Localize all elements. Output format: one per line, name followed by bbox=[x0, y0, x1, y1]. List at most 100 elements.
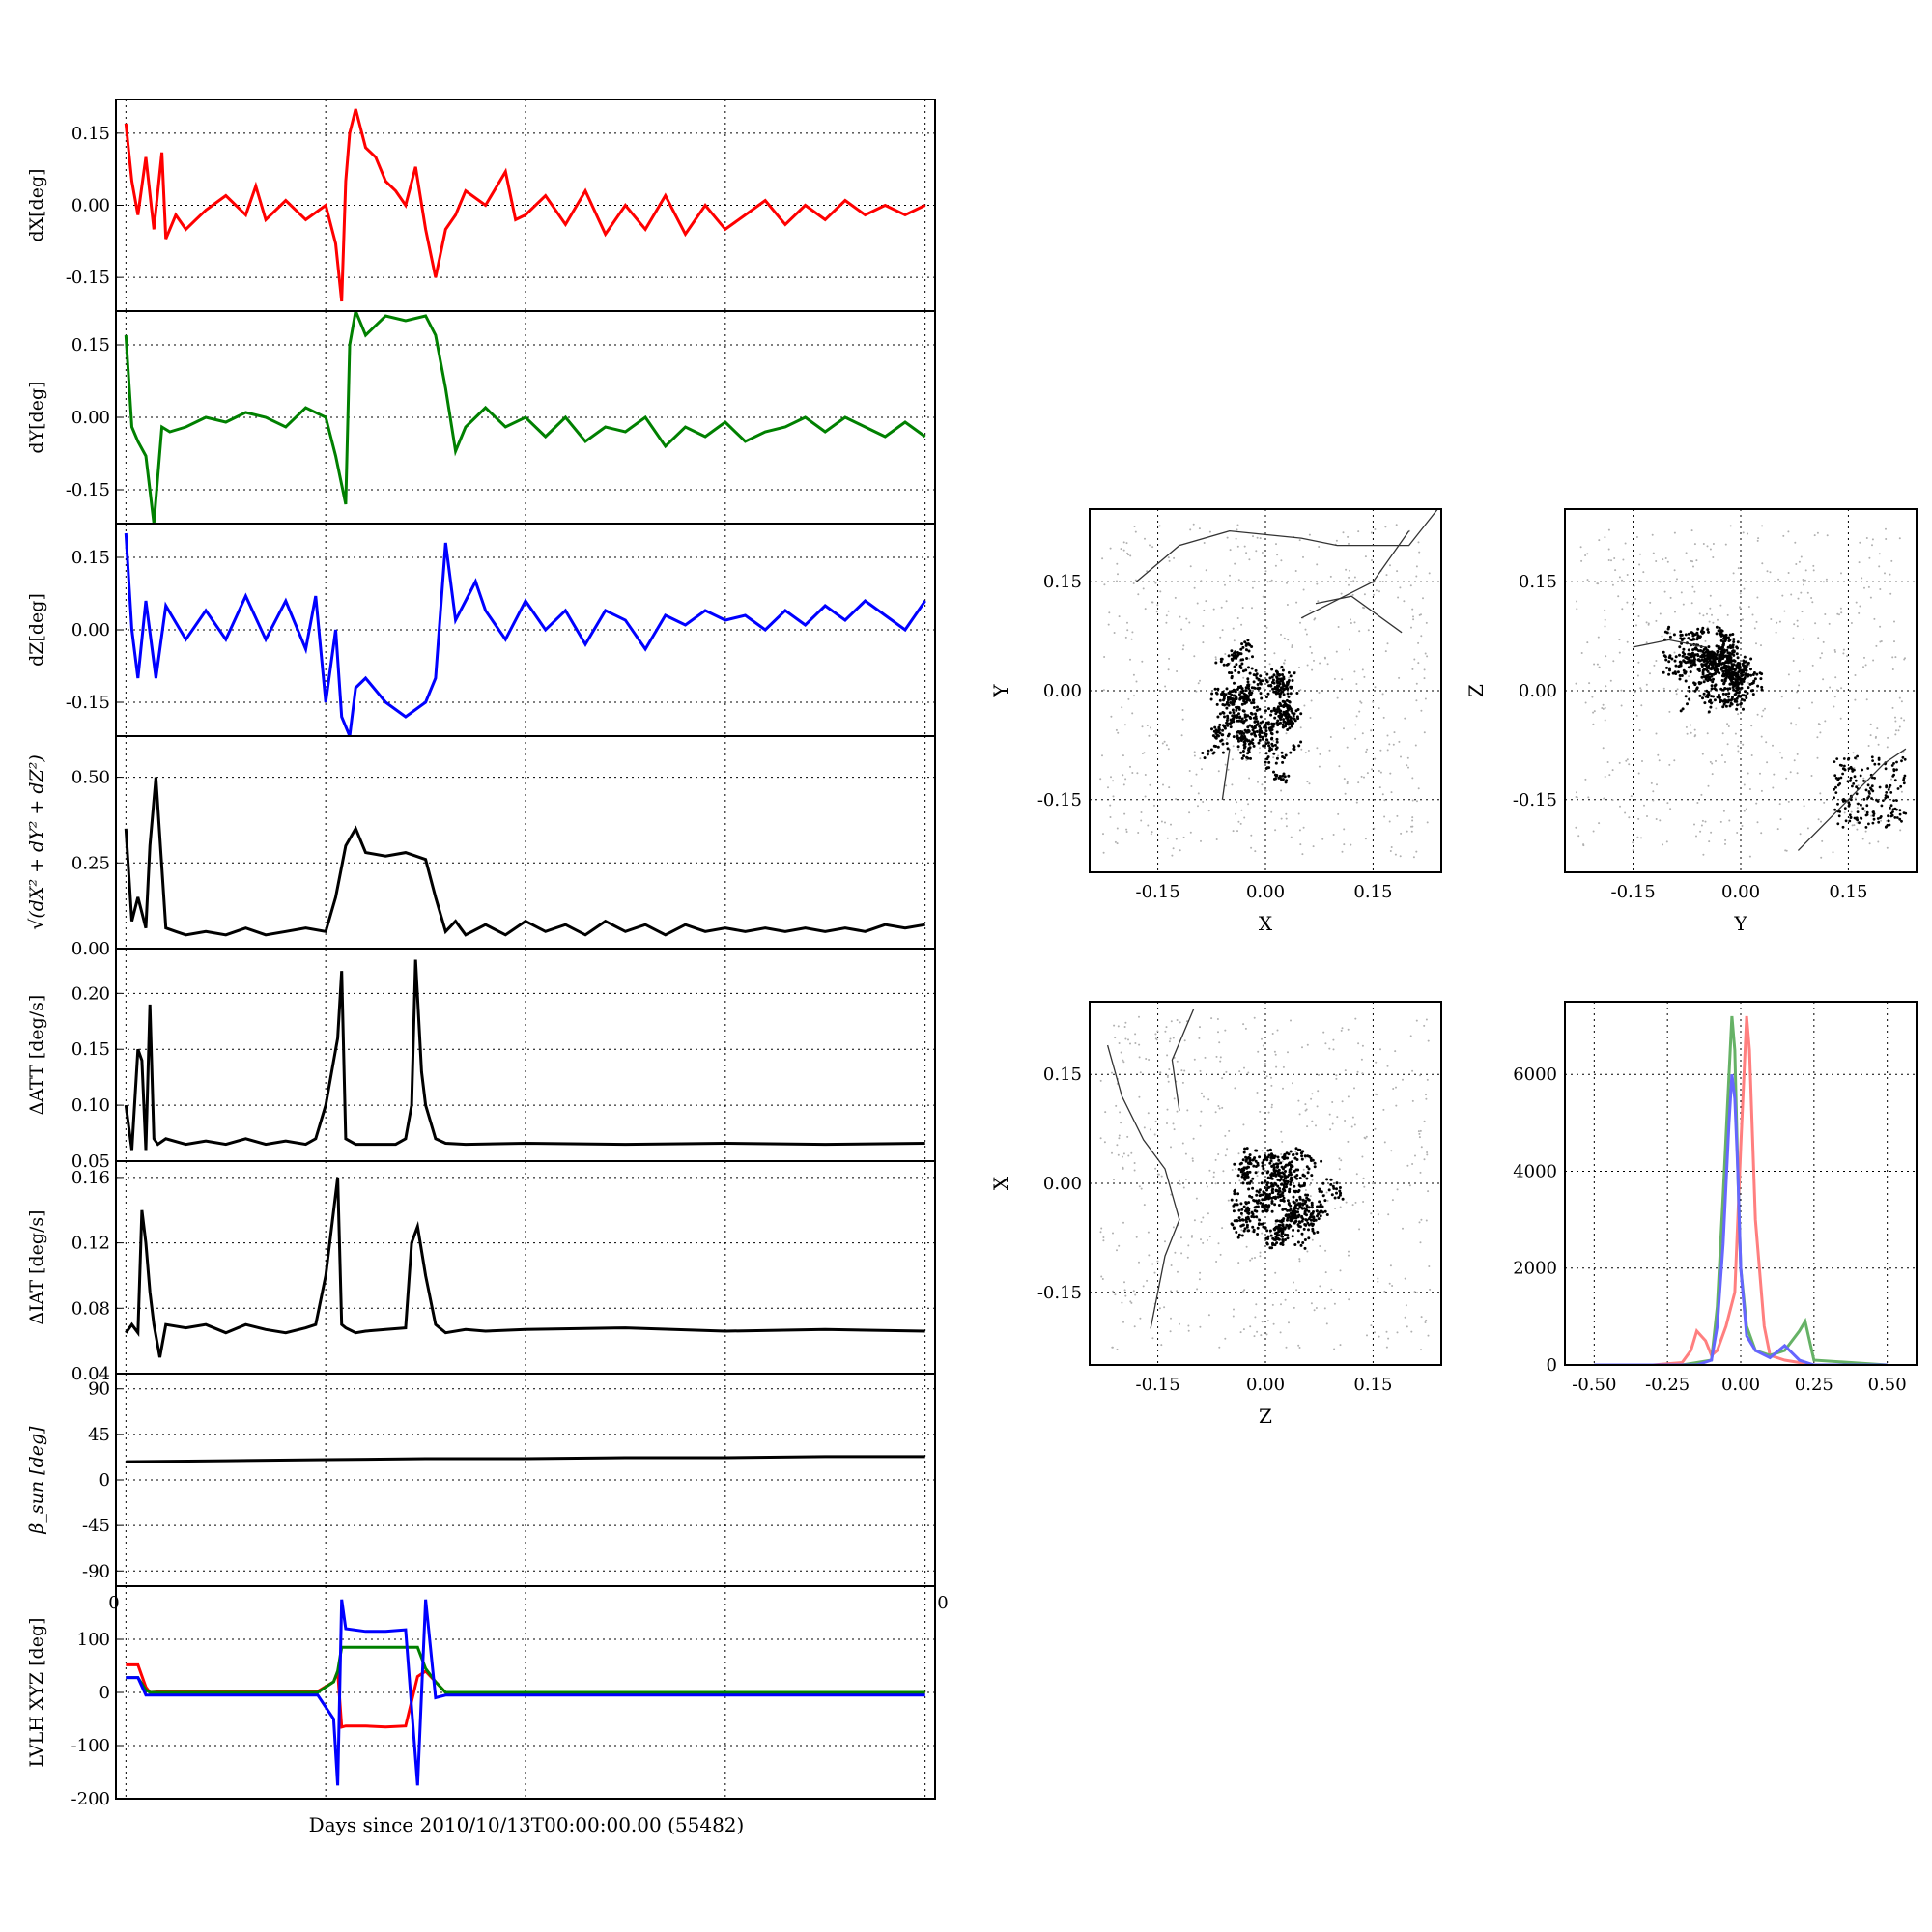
point-gray-scatter_zx-343 bbox=[1203, 1095, 1205, 1098]
point-gray-scatter_zx-348 bbox=[1424, 1321, 1427, 1323]
point-gray-scatter_yz-230 bbox=[1885, 538, 1888, 540]
point-scatter_zx-217 bbox=[1243, 1173, 1247, 1177]
point-gray-scatter_xy-143 bbox=[1205, 600, 1208, 603]
ytick-label-lvlh-0: 100 bbox=[77, 1630, 110, 1650]
point-scatter_zx-577 bbox=[1247, 1155, 1251, 1159]
point-scatter_yz-204 bbox=[1709, 705, 1713, 709]
point-scatter_zx-434 bbox=[1293, 1221, 1296, 1225]
point-gray-scatter_yz-408 bbox=[1802, 579, 1804, 581]
point-gray-scatter_xy-331 bbox=[1274, 564, 1277, 567]
ylabel-scatter_yz: Z bbox=[1464, 684, 1488, 697]
point-gray-scatter_xy-99 bbox=[1254, 850, 1257, 853]
point-gray-scatter_yz-284 bbox=[1878, 553, 1881, 555]
point-gray-scatter_yz-320 bbox=[1811, 701, 1813, 704]
point-scatter_xy-231 bbox=[1232, 694, 1236, 697]
point-gray-scatter_yz-150 bbox=[1626, 574, 1629, 576]
point-gray-scatter_xy-47 bbox=[1115, 728, 1118, 731]
point-gray-scatter_yz-39 bbox=[1858, 561, 1861, 564]
point-gray-scatter_zx-107 bbox=[1221, 1106, 1224, 1109]
point-gray-scatter_xy-249 bbox=[1285, 825, 1288, 828]
point-gray-scatter_zx-495 bbox=[1134, 1293, 1137, 1296]
point-gray-scatter_yz-105 bbox=[1592, 711, 1595, 714]
point-gray-scatter_xy-98 bbox=[1156, 604, 1159, 607]
point-gray-scatter_xy-96 bbox=[1167, 556, 1170, 559]
point-gray-scatter_yz-445 bbox=[1778, 803, 1781, 806]
point2-scatter_yz-1 bbox=[1857, 802, 1860, 806]
point-gray-scatter_yz-225 bbox=[1804, 569, 1807, 572]
point-scatter_zx-337 bbox=[1320, 1159, 1323, 1163]
point-gray-scatter_zx-122 bbox=[1419, 1241, 1422, 1244]
point-gray-scatter_yz-169 bbox=[1782, 534, 1785, 537]
point-scatter_yz-401 bbox=[1677, 665, 1681, 668]
point-scatter_xy-4 bbox=[1226, 724, 1230, 727]
point-gray-scatter_yz-437 bbox=[1579, 546, 1582, 549]
point-gray-scatter_xy-398 bbox=[1129, 554, 1132, 557]
point-scatter_zx-279 bbox=[1280, 1235, 1284, 1238]
point2-scatter_yz-172 bbox=[1904, 811, 1908, 815]
point-gray-scatter_yz-70 bbox=[1783, 610, 1786, 612]
point-gray-scatter_xy-259 bbox=[1245, 552, 1248, 554]
point-gray-scatter_zx-341 bbox=[1298, 1260, 1301, 1263]
point-gray-scatter_yz-475 bbox=[1755, 642, 1757, 645]
point-scatter_zx-692 bbox=[1339, 1191, 1343, 1195]
point-gray-scatter_zx-462 bbox=[1275, 1065, 1278, 1068]
point-scatter_xy-11 bbox=[1228, 711, 1232, 715]
point-scatter_zx-659 bbox=[1321, 1210, 1325, 1214]
point-gray-scatter_yz-17 bbox=[1858, 611, 1861, 614]
point-gray-scatter_zx-474 bbox=[1288, 1321, 1290, 1324]
point-scatter_xy-285 bbox=[1240, 662, 1244, 666]
point-scatter_yz-349 bbox=[1750, 682, 1754, 685]
point-scatter_xy-430 bbox=[1243, 728, 1247, 732]
point-gray-scatter_yz-73 bbox=[1817, 637, 1820, 639]
point-gray-scatter_xy-364 bbox=[1151, 831, 1153, 834]
point-gray-scatter_yz-412 bbox=[1575, 796, 1577, 798]
point-scatter_zx-27 bbox=[1287, 1226, 1291, 1230]
point-gray-scatter_zx-412 bbox=[1186, 1256, 1189, 1259]
point-gray-scatter_zx-148 bbox=[1116, 1348, 1119, 1350]
point-scatter_yz-434 bbox=[1687, 637, 1690, 640]
point-gray-scatter_zx-285 bbox=[1225, 1070, 1228, 1073]
point-gray-scatter_zx-303 bbox=[1259, 1251, 1262, 1254]
point-gray-scatter_zx-334 bbox=[1270, 1076, 1272, 1079]
point-gray-scatter_zx-476 bbox=[1263, 1070, 1265, 1073]
point-gray-scatter_zx-384 bbox=[1143, 1204, 1146, 1207]
point-scatter_yz-448 bbox=[1701, 631, 1704, 635]
point-scatter_zx-46 bbox=[1303, 1246, 1307, 1250]
point-scatter_xy-319 bbox=[1239, 647, 1243, 651]
point-gray-scatter_yz-367 bbox=[1904, 657, 1906, 660]
point-gray-scatter_xy-252 bbox=[1132, 582, 1135, 584]
track-scatter_yz-1 bbox=[1797, 748, 1907, 851]
point-gray-scatter_zx-141 bbox=[1102, 1239, 1105, 1242]
point-gray-scatter_zx-309 bbox=[1265, 1075, 1268, 1078]
point-gray-scatter_zx-114 bbox=[1331, 1101, 1334, 1103]
point-scatter_xy-503 bbox=[1281, 755, 1285, 758]
point-scatter_yz-440 bbox=[1691, 638, 1695, 641]
point2-scatter_yz-92 bbox=[1888, 823, 1891, 827]
point-gray-scatter_zx-491 bbox=[1247, 1071, 1250, 1074]
point-scatter_yz-632 bbox=[1664, 658, 1668, 662]
point-scatter_zx-390 bbox=[1294, 1216, 1298, 1220]
point2-scatter_yz-56 bbox=[1898, 812, 1902, 816]
point-scatter_zx-690 bbox=[1337, 1196, 1341, 1200]
point-gray-scatter_xy-452 bbox=[1414, 744, 1417, 747]
point-gray-scatter_yz-57 bbox=[1816, 736, 1819, 739]
point-scatter_zx-668 bbox=[1319, 1209, 1322, 1213]
point-gray-scatter_zx-167 bbox=[1172, 1037, 1175, 1039]
point-scatter_zx-163 bbox=[1265, 1183, 1269, 1187]
point-scatter_xy-558 bbox=[1288, 706, 1292, 710]
point-scatter_xy-323 bbox=[1243, 640, 1247, 644]
point-gray-scatter_yz-359 bbox=[1728, 819, 1731, 822]
point-gray-scatter_xy-276 bbox=[1302, 555, 1304, 558]
point-gray-scatter_yz-458 bbox=[1686, 732, 1689, 735]
point-gray-scatter_yz-385 bbox=[1760, 644, 1762, 647]
point-scatter_yz-268 bbox=[1747, 673, 1750, 677]
point-scatter_zx-237 bbox=[1264, 1154, 1267, 1157]
point-gray-scatter_xy-396 bbox=[1378, 770, 1380, 772]
point-scatter_xy-261 bbox=[1228, 692, 1232, 696]
point-scatter_xy-683 bbox=[1269, 683, 1273, 687]
point-scatter_xy-363 bbox=[1256, 683, 1260, 686]
point-scatter_yz-618 bbox=[1686, 660, 1690, 664]
point-scatter_zx-483 bbox=[1276, 1170, 1280, 1174]
point-scatter_zx-96 bbox=[1250, 1215, 1254, 1218]
point-scatter_zx-552 bbox=[1254, 1159, 1258, 1163]
